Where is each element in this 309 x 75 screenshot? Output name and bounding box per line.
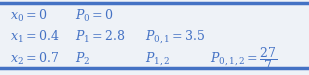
Text: $P_{0,1} = 3.5$: $P_{0,1} = 3.5$ [145, 28, 206, 45]
Text: $P_{1,2}$: $P_{1,2}$ [145, 50, 171, 67]
Text: $P_0 = 0$: $P_0 = 0$ [74, 8, 113, 24]
Text: $P_1 = 2.8$: $P_1 = 2.8$ [74, 28, 125, 45]
Text: $x_1 = 0.4$: $x_1 = 0.4$ [10, 28, 59, 45]
Text: $P_{0,1,2} = \dfrac{27}{7}$: $P_{0,1,2} = \dfrac{27}{7}$ [210, 45, 277, 73]
Text: $P_2$: $P_2$ [74, 51, 90, 67]
Text: $x_0 = 0$: $x_0 = 0$ [10, 8, 47, 24]
Text: $x_2 = 0.7$: $x_2 = 0.7$ [10, 51, 59, 67]
